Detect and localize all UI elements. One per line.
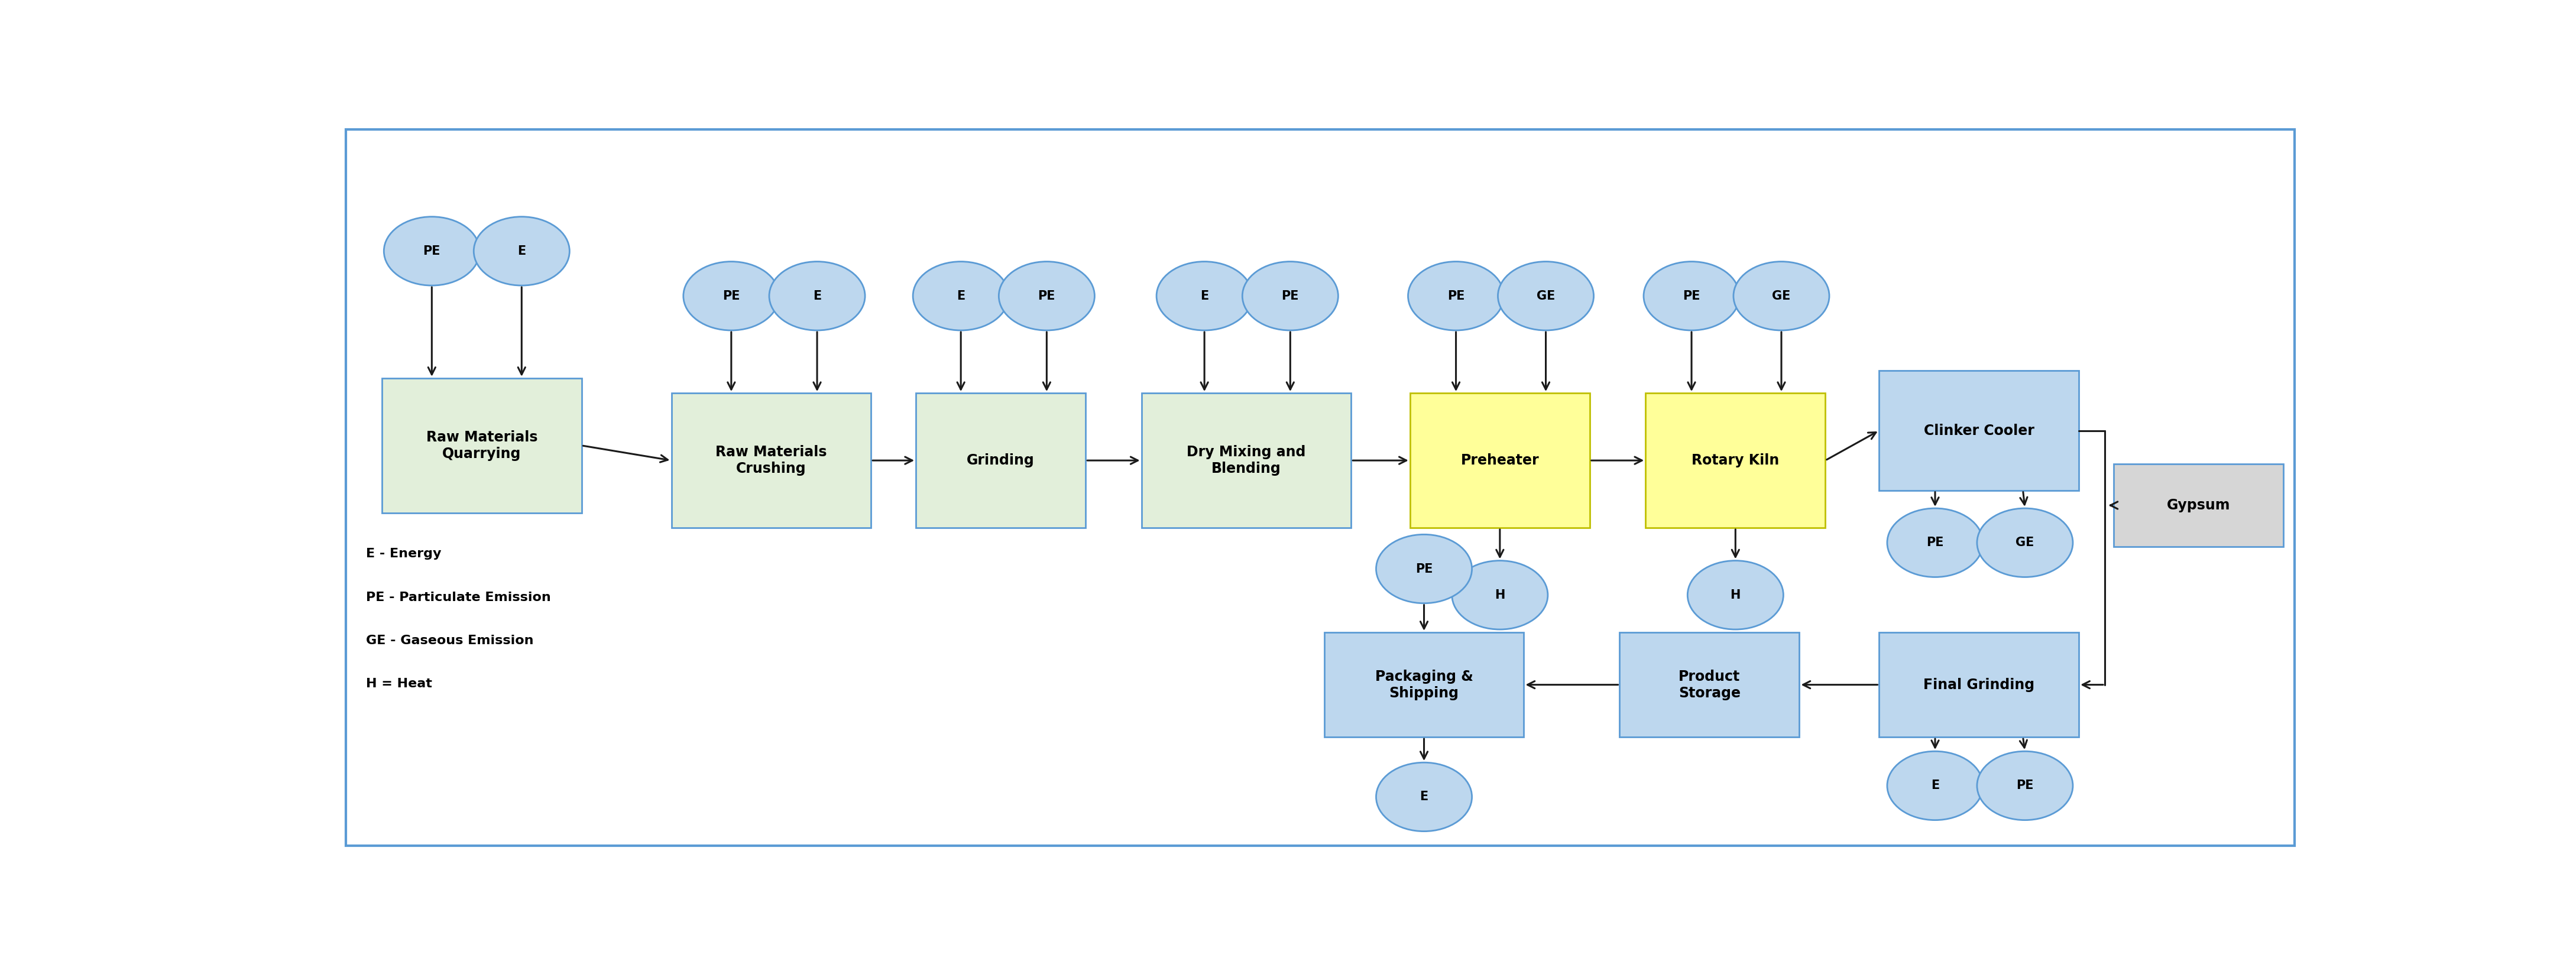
Ellipse shape [1157, 261, 1252, 330]
Text: Rotary Kiln: Rotary Kiln [1692, 453, 1780, 468]
Text: Product
Storage: Product Storage [1680, 669, 1741, 700]
Ellipse shape [1888, 508, 1984, 577]
Ellipse shape [1376, 762, 1471, 831]
Ellipse shape [1376, 534, 1471, 603]
Text: Gypsum: Gypsum [2166, 498, 2231, 513]
FancyBboxPatch shape [1646, 393, 1826, 527]
Text: Clinker Cooler: Clinker Cooler [1924, 423, 2035, 438]
Text: PE: PE [1682, 290, 1700, 302]
Text: PE: PE [422, 246, 440, 257]
Text: Preheater: Preheater [1461, 453, 1538, 468]
Text: GE: GE [1772, 290, 1790, 302]
Text: GE - Gaseous Emission: GE - Gaseous Emission [366, 635, 533, 647]
Ellipse shape [1976, 752, 2074, 820]
Text: E: E [1932, 780, 1940, 791]
Text: Raw Materials
Crushing: Raw Materials Crushing [716, 445, 827, 476]
Ellipse shape [1497, 261, 1595, 330]
Ellipse shape [770, 261, 866, 330]
FancyBboxPatch shape [381, 378, 582, 513]
Text: PE: PE [1448, 290, 1466, 302]
Ellipse shape [474, 217, 569, 285]
FancyBboxPatch shape [2115, 464, 2282, 547]
Text: PE: PE [721, 290, 739, 302]
Text: PE: PE [1280, 290, 1298, 302]
FancyBboxPatch shape [672, 393, 871, 527]
Text: Grinding: Grinding [966, 453, 1036, 468]
Ellipse shape [683, 261, 778, 330]
Ellipse shape [1687, 560, 1783, 629]
FancyBboxPatch shape [917, 393, 1084, 527]
Ellipse shape [1888, 752, 1984, 820]
Text: H: H [1494, 589, 1504, 601]
Ellipse shape [1976, 508, 2074, 577]
Ellipse shape [1409, 261, 1504, 330]
Text: E: E [1419, 791, 1427, 803]
Ellipse shape [1453, 560, 1548, 629]
Text: E: E [956, 290, 966, 302]
Ellipse shape [1734, 261, 1829, 330]
Text: Dry Mixing and
Blending: Dry Mixing and Blending [1188, 445, 1306, 476]
FancyBboxPatch shape [1141, 393, 1352, 527]
Ellipse shape [999, 261, 1095, 330]
FancyBboxPatch shape [1324, 632, 1525, 737]
Text: E: E [814, 290, 822, 302]
Ellipse shape [384, 217, 479, 285]
Text: E: E [1200, 290, 1208, 302]
FancyBboxPatch shape [1620, 632, 1798, 737]
Text: PE: PE [1038, 290, 1056, 302]
FancyBboxPatch shape [345, 129, 2295, 846]
Ellipse shape [1643, 261, 1739, 330]
Text: H = Heat: H = Heat [366, 678, 433, 690]
Text: E - Energy: E - Energy [366, 548, 440, 560]
Text: PE: PE [2017, 780, 2032, 791]
Text: H: H [1731, 589, 1741, 601]
Text: GE: GE [2014, 537, 2035, 549]
Ellipse shape [912, 261, 1010, 330]
Text: PE - Particulate Emission: PE - Particulate Emission [366, 591, 551, 603]
Text: Final Grinding: Final Grinding [1924, 678, 2035, 692]
FancyBboxPatch shape [1878, 632, 2079, 737]
Text: GE: GE [1535, 290, 1556, 302]
Text: PE: PE [1414, 563, 1432, 575]
Text: E: E [518, 246, 526, 257]
FancyBboxPatch shape [1878, 371, 2079, 490]
Text: PE: PE [1927, 537, 1945, 549]
Text: Packaging &
Shipping: Packaging & Shipping [1376, 669, 1473, 700]
FancyBboxPatch shape [1409, 393, 1589, 527]
Text: Raw Materials
Quarrying: Raw Materials Quarrying [425, 430, 538, 461]
Ellipse shape [1242, 261, 1337, 330]
